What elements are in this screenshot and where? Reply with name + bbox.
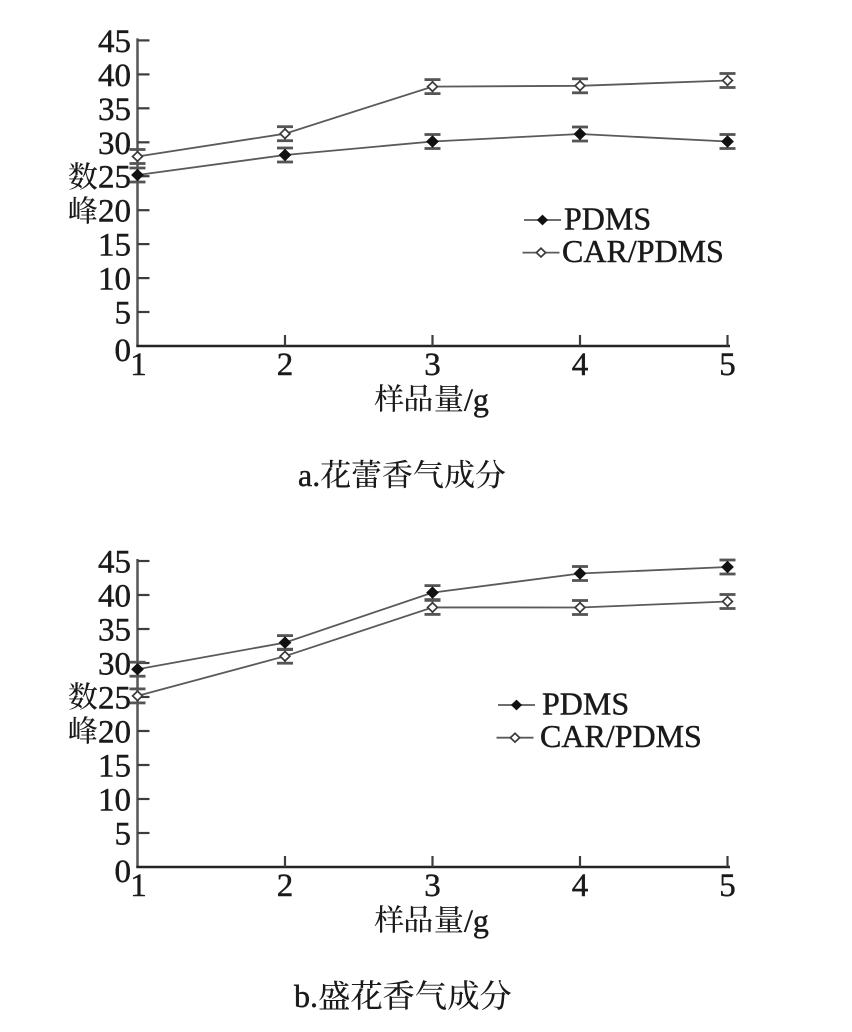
- svg-text:40: 40: [98, 58, 131, 94]
- svg-text:1: 1: [130, 868, 147, 904]
- svg-text:/g: /g: [464, 903, 489, 939]
- svg-text:5: 5: [115, 296, 132, 332]
- svg-text:5: 5: [719, 347, 736, 383]
- svg-text:40: 40: [98, 579, 131, 615]
- svg-text:/g: /g: [464, 382, 489, 418]
- svg-text:35: 35: [98, 92, 131, 128]
- svg-text:b.: b.: [294, 978, 318, 1014]
- svg-text:15: 15: [98, 749, 131, 785]
- svg-text:30: 30: [98, 126, 131, 162]
- svg-text:45: 45: [98, 545, 131, 581]
- svg-text:20: 20: [98, 715, 131, 751]
- svg-text:20: 20: [98, 194, 131, 230]
- svg-text:45: 45: [98, 24, 131, 60]
- svg-text:0: 0: [115, 854, 132, 890]
- svg-text:10: 10: [98, 262, 131, 298]
- svg-text:2: 2: [277, 868, 294, 904]
- svg-text:2: 2: [277, 347, 294, 383]
- svg-text:4: 4: [572, 868, 589, 904]
- svg-text:0: 0: [115, 333, 132, 369]
- svg-text:3: 3: [424, 347, 441, 383]
- svg-text:PDMS: PDMS: [564, 201, 651, 237]
- svg-text:1: 1: [130, 347, 147, 383]
- svg-text:10: 10: [98, 783, 131, 819]
- svg-text:3: 3: [424, 868, 441, 904]
- svg-text:a.: a.: [298, 457, 320, 493]
- svg-text:35: 35: [98, 613, 131, 649]
- svg-text:CAR/PDMS: CAR/PDMS: [540, 718, 702, 754]
- svg-text:25: 25: [98, 681, 131, 717]
- svg-text:30: 30: [98, 647, 131, 683]
- svg-text:15: 15: [98, 228, 131, 264]
- svg-text:5: 5: [719, 868, 736, 904]
- svg-text:5: 5: [115, 817, 132, 853]
- svg-text:4: 4: [572, 347, 589, 383]
- svg-text:CAR/PDMS: CAR/PDMS: [562, 233, 724, 269]
- svg-text:PDMS: PDMS: [542, 686, 629, 722]
- svg-text:25: 25: [98, 160, 131, 196]
